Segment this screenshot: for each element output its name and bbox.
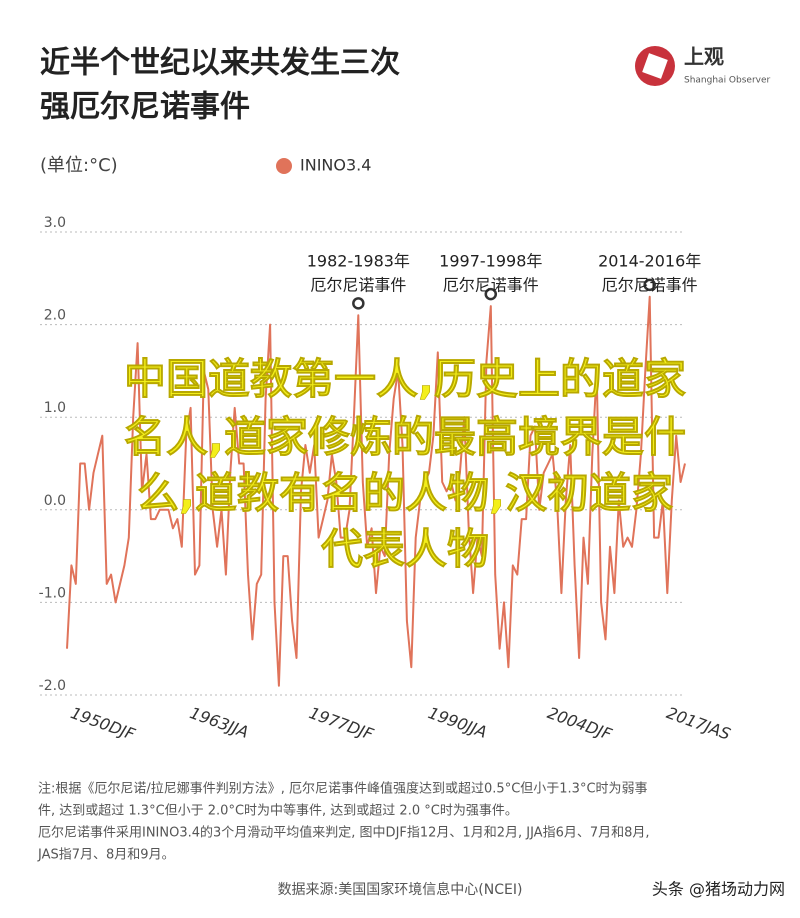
annotation: 厄尔尼诺事件 xyxy=(310,276,406,295)
series-line xyxy=(66,295,686,687)
y-tick-label: -1.0 xyxy=(39,585,66,601)
note-line: 注:根据《厄尔尼诺/拉尼娜事件判别方法》, 厄尔尼诺事件峰值强度达到或超过0.5… xyxy=(38,781,648,797)
peak-marker xyxy=(352,297,365,310)
annotation: 厄尔尼诺事件 xyxy=(602,276,698,295)
peak-marker xyxy=(484,287,498,301)
logo-subtitle: Shanghai Observer xyxy=(684,76,771,86)
logo-name: 上观 xyxy=(684,45,724,69)
overlay-line: 代表人物 xyxy=(320,525,489,574)
overlay-line: 中国道教第一人,历史上的道家 xyxy=(124,355,686,404)
y-tick-label: 0.0 xyxy=(44,493,66,509)
y-tick-label: 3.0 xyxy=(44,215,66,231)
legend-label: ININO3.4 xyxy=(300,156,371,175)
title-line: 强厄尔尼诺事件 xyxy=(40,90,250,125)
annotation: 1997-1998年 xyxy=(439,252,542,271)
annotation: 2014-2016年 xyxy=(598,252,701,271)
title-line: 近半个世纪以来共发生三次 xyxy=(40,46,400,81)
overlay-line: 名人,道家修炼的最高境界是什 xyxy=(124,413,686,462)
annotation: 1982-1983年 xyxy=(307,252,410,271)
annotation: 厄尔尼诺事件 xyxy=(443,276,539,295)
note-line: 厄尔尼诺事件采用ININO3.4的3个月滑动平均值来判定, 图中DJF指12月、… xyxy=(38,825,650,841)
watermark: 头条 @猪场动力网 xyxy=(652,880,785,899)
y-tick-label: -2.0 xyxy=(39,678,66,694)
logo-icon-inner xyxy=(642,53,668,79)
overlay-line: 么,道教有名的人物,汉初道家 xyxy=(137,469,673,518)
legend-marker xyxy=(276,158,292,174)
y-tick-label: 2.0 xyxy=(44,308,66,324)
logo: 上观 Shanghai Observer xyxy=(635,45,771,86)
y-tick-label: 1.0 xyxy=(44,400,66,416)
unit-label: (单位:°C) xyxy=(40,155,118,176)
note-line: 件, 达到或超过 1.3°C但小于 2.0°C时为中等事件, 达到或超过 2.0… xyxy=(38,803,518,819)
source: 数据来源:美国国家环境信息中心(NCEI) xyxy=(278,881,523,898)
overlay-text: 中国道教第一人,历史上的道家 名人,道家修炼的最高境界是什 么,道教有名的人物,… xyxy=(124,354,687,574)
note-line: JAS指7月、8月和9月。 xyxy=(37,848,175,863)
peak-marker xyxy=(643,278,656,292)
